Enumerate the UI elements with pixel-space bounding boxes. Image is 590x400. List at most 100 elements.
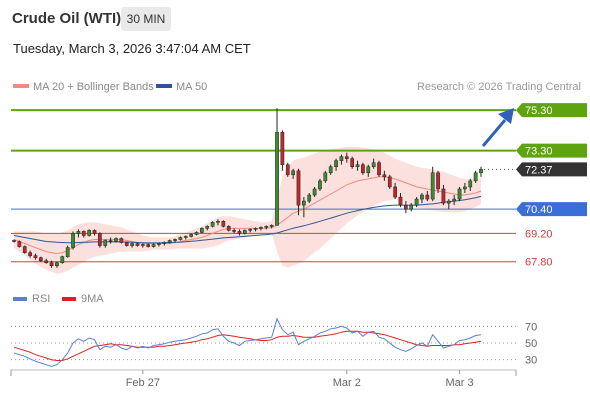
candle bbox=[248, 228, 253, 233]
candle bbox=[146, 243, 151, 248]
candle-body-down bbox=[92, 230, 97, 234]
level-75-30-label: 75.30 bbox=[525, 105, 553, 117]
rsi-panel: 70 50 30 bbox=[11, 317, 537, 367]
candle-body-up bbox=[446, 200, 451, 204]
candle-body-up bbox=[452, 198, 457, 202]
candle-body-down bbox=[22, 246, 27, 253]
candle bbox=[124, 241, 129, 247]
level-73-30-label: 73.30 bbox=[525, 146, 553, 158]
candle bbox=[221, 220, 226, 228]
rsi-line bbox=[13, 317, 482, 367]
ma50-line bbox=[13, 195, 482, 244]
instrument-title: Crude Oil (WTI) bbox=[12, 10, 122, 27]
x-tick-label: Mar 2 bbox=[333, 377, 361, 389]
ma9-legend-label: 9MA bbox=[81, 293, 104, 305]
candle-body-up bbox=[210, 222, 215, 227]
candle bbox=[87, 229, 91, 237]
candle bbox=[420, 193, 424, 204]
candle-body-up bbox=[60, 256, 65, 263]
candle-body-up bbox=[463, 186, 467, 190]
moving-averages bbox=[13, 176, 482, 255]
candle-body-up bbox=[55, 262, 59, 267]
candle bbox=[130, 242, 134, 248]
candle-body-down bbox=[232, 230, 236, 232]
candle-body-up bbox=[302, 200, 306, 206]
candle-body-down bbox=[280, 132, 285, 165]
candle bbox=[366, 164, 371, 177]
candle-body-down bbox=[124, 242, 129, 246]
candle bbox=[28, 250, 32, 258]
candle bbox=[280, 130, 285, 171]
candle-body-up bbox=[291, 170, 295, 176]
candle-body-down bbox=[38, 257, 43, 261]
candle bbox=[339, 154, 344, 165]
candle bbox=[135, 242, 140, 247]
candle-body-down bbox=[98, 233, 102, 246]
candle-body-down bbox=[119, 238, 124, 243]
candle-body-up bbox=[355, 164, 360, 167]
candle-body-up bbox=[205, 226, 210, 229]
rsi-legend-swatch bbox=[13, 297, 27, 301]
rsi-tick-30: 30 bbox=[525, 355, 537, 367]
candle bbox=[269, 224, 274, 229]
candle bbox=[22, 245, 27, 254]
candle bbox=[151, 243, 156, 248]
rsi-tick-70: 70 bbox=[525, 321, 537, 333]
forecast-arrow-shaft bbox=[481, 119, 507, 147]
candle bbox=[194, 231, 199, 236]
candle-body-up bbox=[307, 194, 312, 202]
candle-body-up bbox=[242, 230, 247, 234]
candle bbox=[253, 227, 258, 232]
candle bbox=[140, 243, 145, 248]
candle bbox=[307, 193, 312, 204]
candle bbox=[65, 245, 70, 258]
candle bbox=[377, 160, 381, 177]
candle-body-down bbox=[81, 231, 86, 236]
candle bbox=[167, 239, 172, 244]
candle bbox=[344, 152, 349, 163]
candle-body-down bbox=[387, 176, 392, 188]
candle bbox=[350, 156, 355, 169]
candle-body-down bbox=[441, 188, 446, 204]
candle bbox=[259, 226, 263, 231]
candle-body-up bbox=[409, 204, 414, 210]
candle bbox=[387, 174, 392, 189]
candle-body-up bbox=[430, 172, 435, 200]
candle-body-down bbox=[285, 164, 290, 176]
candle bbox=[473, 170, 478, 183]
candle bbox=[103, 239, 108, 248]
candle-body-up bbox=[178, 237, 183, 240]
level-75-30-tag bbox=[516, 103, 587, 118]
chart-header: Crude Oil (WTI) 30 MIN bbox=[0, 0, 590, 40]
candle bbox=[183, 235, 188, 240]
interval-button[interactable]: 30 MIN bbox=[121, 7, 171, 31]
candle bbox=[33, 253, 38, 260]
candle bbox=[414, 197, 419, 208]
candle bbox=[463, 182, 467, 194]
candle-body-up bbox=[194, 232, 199, 235]
candle-body-up bbox=[414, 198, 419, 206]
level-70-40-label: 70.40 bbox=[525, 204, 553, 216]
level-70-40-tag bbox=[516, 202, 587, 217]
candle-body-up bbox=[473, 172, 478, 182]
candle bbox=[242, 229, 247, 235]
candle-body-down bbox=[108, 240, 113, 242]
candle bbox=[92, 229, 97, 236]
candle-body-down bbox=[146, 244, 151, 247]
candle bbox=[275, 108, 279, 226]
candle bbox=[398, 193, 403, 208]
candle bbox=[157, 242, 161, 247]
ma50-legend-swatch bbox=[156, 84, 172, 88]
candle bbox=[237, 229, 242, 236]
candle-body-up bbox=[259, 227, 263, 229]
candle bbox=[114, 237, 118, 243]
candle-body-up bbox=[366, 166, 371, 174]
candle bbox=[302, 197, 306, 218]
candle bbox=[323, 170, 328, 183]
candle-body-down bbox=[226, 226, 231, 231]
candle bbox=[479, 166, 483, 177]
candle bbox=[210, 221, 215, 228]
candle bbox=[409, 203, 414, 212]
candle bbox=[446, 199, 451, 210]
